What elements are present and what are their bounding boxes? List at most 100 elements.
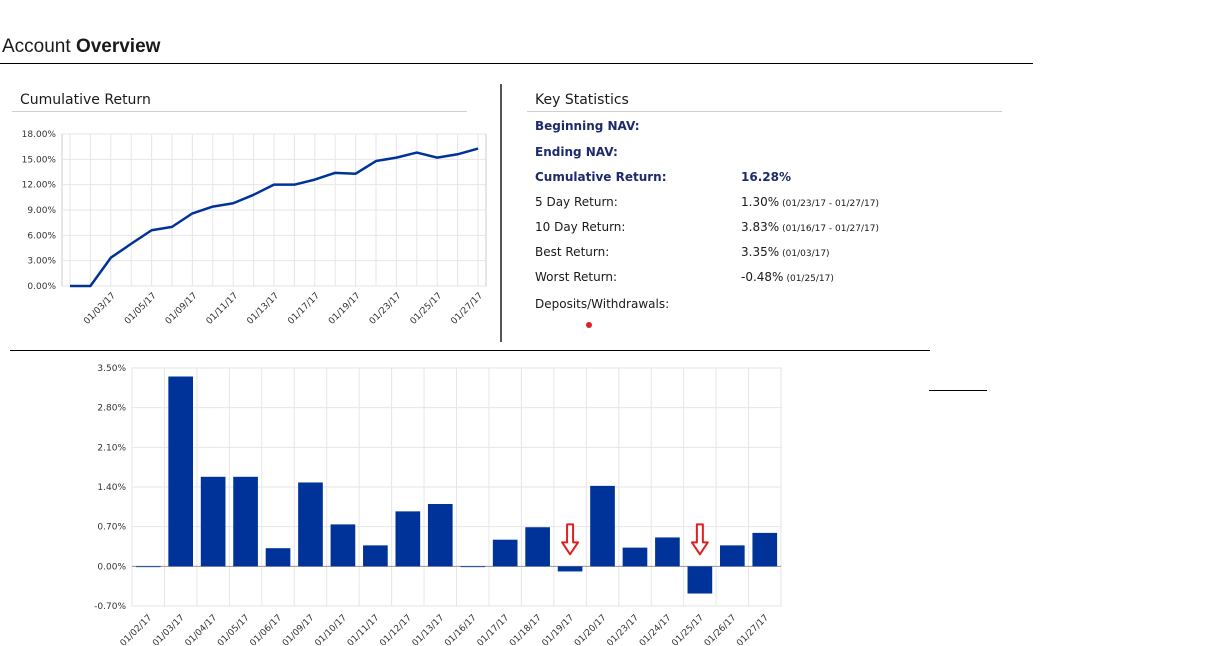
line-x-tick-label: 01/27/17 — [449, 291, 485, 327]
daily-return-bar — [363, 545, 388, 567]
stat-label: Beginning NAV: — [535, 119, 640, 133]
daily-return-bar — [427, 504, 453, 567]
bar-y-tick-label: 0.70% — [97, 523, 126, 533]
header-rule — [0, 63, 1033, 64]
daily-return-bar — [233, 476, 258, 567]
bar-x-tick-label: 01/12/17 — [378, 613, 414, 645]
daily-return-bar — [687, 566, 713, 594]
line-x-tick-label: 01/11/17 — [205, 291, 241, 327]
stat-value-range: (01/23/17 - 01/27/17) — [782, 199, 879, 209]
stat-value-text: 3.83% — [741, 220, 780, 234]
cumulative-return-underline — [12, 111, 467, 112]
daily-return-bar — [395, 511, 421, 567]
stat-value-text: 16.28% — [741, 170, 791, 184]
line-y-tick-label: 15.00% — [22, 155, 57, 165]
line-y-tick-label: 9.00% — [27, 206, 56, 216]
daily-return-bar — [265, 548, 291, 567]
stat-value: 3.35% (01/03/17) — [741, 245, 830, 259]
daily-return-bar — [298, 482, 323, 567]
bar-y-tick-label: 0.00% — [97, 562, 126, 572]
bar-y-tick-label: 2.10% — [97, 443, 126, 453]
stat-label: 10 Day Return: — [535, 220, 626, 234]
bar-x-tick-label: 01/18/17 — [508, 613, 544, 645]
daily-return-bar — [752, 532, 778, 567]
bar-x-tick-label: 01/06/17 — [248, 613, 284, 645]
line-x-tick-label: 01/09/17 — [164, 291, 200, 327]
deposits-marker-dot — [586, 322, 592, 328]
bar-x-tick-label: 01/02/17 — [119, 613, 155, 645]
line-y-tick-label: 3.00% — [27, 257, 56, 267]
line-x-tick-label: 01/03/17 — [82, 291, 118, 327]
line-x-tick-label: 01/13/17 — [245, 291, 281, 327]
page-title: Account Overview — [2, 36, 160, 58]
daily-return-bar — [330, 524, 356, 567]
down-arrow-icon — [690, 523, 709, 556]
daily-return-bar — [622, 547, 648, 567]
stat-value-range: (01/16/17 - 01/27/17) — [782, 224, 879, 234]
stat-value-range: (01/03/17) — [782, 249, 830, 259]
page-title-prefix: Account — [2, 36, 71, 57]
daily-return-bar — [200, 476, 226, 567]
line-x-tick-label: 01/23/17 — [368, 291, 404, 327]
line-x-tick-label: 01/19/17 — [327, 291, 363, 327]
bar-x-tick-label: 01/20/17 — [573, 613, 609, 645]
cumulative-return-chart: 0.00% 3.00% 6.00% 9.00% 12.00% 15.00% 18.00% 01… — [22, 130, 487, 327]
daily-return-bar — [135, 566, 161, 568]
stat-value-range: (01/25/17) — [786, 274, 834, 284]
bar-x-tick-label: 01/24/17 — [638, 613, 674, 645]
stat-label: 5 Day Return: — [535, 195, 618, 209]
bar-x-tick-label: 01/04/17 — [184, 613, 220, 645]
daily-return-bar — [168, 376, 194, 567]
daily-return-bar — [460, 566, 486, 568]
down-arrow-icon — [561, 523, 580, 556]
stat-value-text: 3.35% — [741, 245, 780, 259]
bar-y-tick-label: 3.50% — [97, 364, 126, 374]
bar-x-tick-label: 01/27/17 — [735, 613, 771, 645]
daily-return-bar — [557, 566, 583, 572]
stat-value: 16.28% — [741, 170, 791, 184]
line-y-tick-label: 18.00% — [22, 130, 57, 140]
stat-value: 3.83% (01/16/17 - 01/27/17) — [741, 220, 879, 234]
bar-x-tick-label: 01/10/17 — [313, 613, 349, 645]
stat-label: Worst Return: — [535, 270, 618, 284]
line-y-tick-label: 6.00% — [27, 231, 56, 241]
line-x-tick-label: 01/25/17 — [409, 291, 445, 327]
bar-x-tick-label: 01/09/17 — [281, 613, 317, 645]
bar-y-tick-label: 2.80% — [97, 404, 126, 414]
daily-return-bar — [719, 545, 745, 567]
stat-label: Best Return: — [535, 245, 610, 259]
bar-x-tick-label: 01/26/17 — [703, 613, 739, 645]
stat-label: Cumulative Return: — [535, 170, 667, 184]
page-title-bold: Overview — [75, 36, 161, 57]
bar-x-tick-label: 01/25/17 — [670, 613, 706, 645]
bar-x-tick-label: 01/13/17 — [411, 613, 447, 645]
stat-value: 1.30% (01/23/17 - 01/27/17) — [741, 195, 879, 209]
line-x-tick-label: 01/17/17 — [286, 291, 322, 327]
bar-x-tick-label: 01/17/17 — [476, 613, 512, 645]
stat-value: -0.48% (01/25/17) — [741, 270, 834, 284]
stat-label: Deposits/Withdrawals: — [535, 297, 670, 311]
bar-x-tick-label: 01/03/17 — [151, 613, 187, 645]
daily-return-chart: -0.70% 0.00% 0.70% 1.40% 2.10% 2.80% 3.50% 01/0… — [94, 364, 782, 645]
bar-y-tick-label: 1.40% — [97, 483, 126, 493]
key-statistics-underline — [527, 111, 1002, 112]
daily-return-bar — [590, 485, 615, 567]
section-rule — [10, 350, 930, 351]
cumulative-return-title: Cumulative Return — [20, 92, 151, 108]
line-y-tick-label: 0.00% — [27, 282, 56, 292]
line-x-tick-label: 01/05/17 — [123, 291, 159, 327]
bar-x-tick-label: 01/19/17 — [541, 613, 577, 645]
bar-y-tick-label: -0.70% — [94, 602, 126, 612]
daily-return-bar — [492, 539, 518, 567]
stat-value-text: -0.48% — [741, 270, 784, 284]
daily-return-bar — [525, 527, 550, 567]
bar-x-tick-label: 01/23/17 — [605, 613, 641, 645]
small-rule — [929, 390, 987, 391]
daily-return-bar — [655, 537, 680, 567]
bar-x-tick-label: 01/05/17 — [216, 613, 252, 645]
panel-divider — [500, 84, 502, 342]
key-statistics-title: Key Statistics — [535, 92, 629, 108]
stat-value-text: 1.30% — [741, 195, 780, 209]
bar-x-tick-label: 01/16/17 — [443, 613, 479, 645]
line-y-tick-label: 12.00% — [22, 181, 57, 191]
